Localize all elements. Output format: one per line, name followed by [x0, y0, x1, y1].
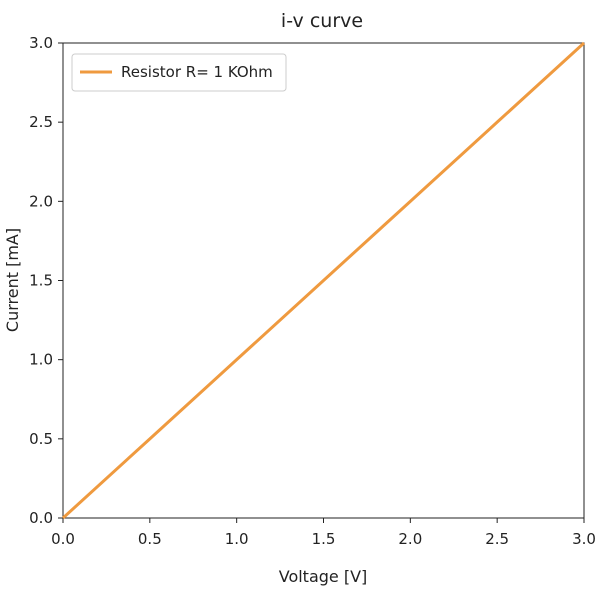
y-tick-label: 1.0 — [29, 351, 53, 369]
legend-entry-label: Resistor R= 1 KOhm — [121, 63, 273, 81]
series-line — [61, 41, 586, 520]
y-tick-label: 0.5 — [29, 430, 53, 448]
legend-box — [71, 53, 287, 92]
x-tick-label: 2.5 — [485, 530, 509, 548]
y-tick-label: 1.5 — [29, 272, 53, 290]
y-tick-label: 3.0 — [29, 34, 53, 52]
x-tick-label: 0.5 — [138, 530, 162, 548]
y-tick-label: 2.5 — [29, 113, 53, 131]
x-tick-label: 0.0 — [51, 530, 75, 548]
x-tick-label: 3.0 — [572, 530, 596, 548]
x-tick-label: 1.5 — [312, 530, 336, 548]
x-tick-label: 2.0 — [398, 530, 422, 548]
series-layer — [61, 41, 586, 520]
chart-title: i-v curve — [281, 10, 363, 32]
y-axis: 0.0 0.5 1.0 1.5 2.0 2.5 3.0 — [29, 34, 63, 527]
x-tick-label: 1.0 — [225, 530, 249, 548]
x-axis: 0.0 0.5 1.0 1.5 2.0 2.5 3.0 — [51, 518, 596, 548]
y-tick-label: 0.0 — [29, 509, 53, 527]
y-axis-label: Current [mA] — [3, 228, 22, 332]
legend: Resistor R= 1 KOhm — [71, 53, 287, 92]
x-axis-label: Voltage [V] — [279, 567, 368, 586]
y-tick-label: 2.0 — [29, 192, 53, 210]
